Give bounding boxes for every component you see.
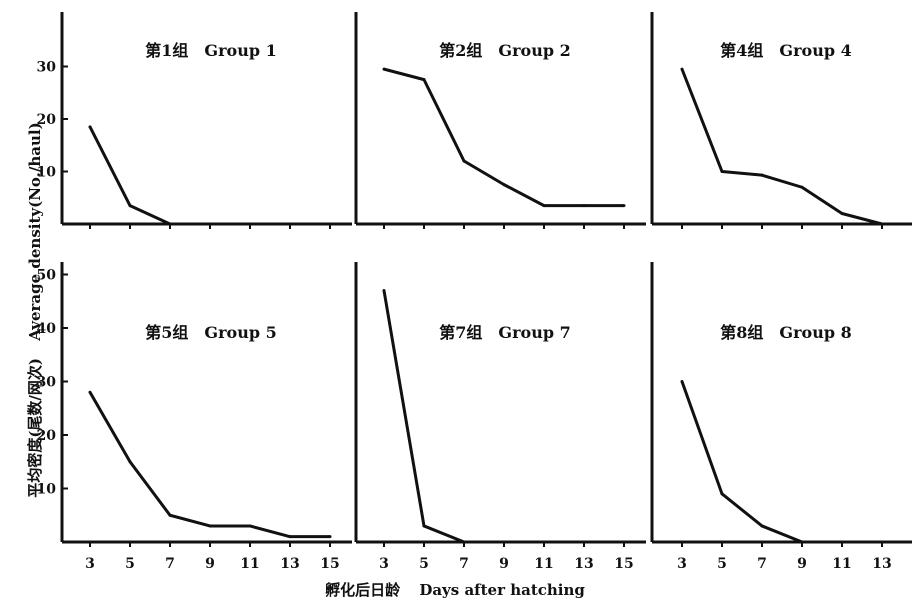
x-tick-label: 13 — [872, 556, 891, 572]
x-tick-label: 15 — [614, 556, 633, 572]
x-tick-label: 9 — [499, 556, 509, 572]
panel-title: 第7组 Group 7 — [439, 323, 570, 342]
y-tick-label: 20 — [37, 428, 57, 444]
panel-2: 第2组 Group 2 — [354, 12, 646, 229]
data-point — [128, 204, 132, 208]
panel-title: 第8组 Group 8 — [720, 323, 851, 342]
y-axis-title-cn: 平均密度(尾数/网次) — [26, 358, 44, 498]
panel-title: 第5组 Group 5 — [145, 323, 276, 342]
data-point — [382, 67, 386, 71]
x-tick-label: 7 — [757, 556, 767, 572]
x-tick-label: 7 — [459, 556, 469, 572]
x-axis-title-cn: 孵化后日龄 — [325, 581, 401, 599]
panel-title-en: Group 5 — [204, 323, 276, 342]
panel-title-cn: 第4组 — [720, 41, 763, 60]
data-point — [680, 380, 684, 383]
panel-4: 10 20 30 40 50 3 5 7 9 11 13 15 第5组 Group 5 — [37, 262, 352, 572]
panel-title-en: Group 4 — [779, 41, 851, 60]
data-point — [680, 67, 684, 71]
x-tick-label: 15 — [320, 556, 339, 572]
panel-title-cn: 第1组 — [145, 41, 188, 60]
panel-title: 第4组 Group 4 — [720, 41, 851, 60]
panels-group: 10 20 30 第1组 Group 1 第2组 Group 2 第4组 Group 4 10 20… — [37, 12, 912, 572]
panel-title-cn: 第5组 — [145, 323, 188, 342]
data-point — [760, 524, 764, 528]
data-point — [288, 535, 292, 539]
y-axis-title-en: Average density(No./haul) — [26, 122, 44, 341]
series-line — [680, 68, 883, 226]
data-point — [800, 185, 804, 189]
x-tick-label: 3 — [677, 556, 687, 572]
panel-title-cn: 第7组 — [439, 323, 482, 342]
y-axis-title: 平均密度(尾数/网次) Average density(No./haul) — [26, 122, 44, 497]
x-tick-label: 13 — [574, 556, 593, 572]
data-point — [208, 524, 212, 528]
panel-3: 第4组 Group 4 — [650, 12, 912, 229]
x-tick-label: 13 — [280, 556, 299, 572]
data-point — [800, 540, 804, 544]
x-tick-label: 11 — [832, 556, 851, 572]
y-tick-label: 40 — [37, 321, 57, 337]
x-tick-label: 11 — [534, 556, 553, 572]
data-point — [248, 524, 252, 528]
x-tick-label: 11 — [240, 556, 259, 572]
y-tick-label: 50 — [37, 268, 57, 284]
data-point — [720, 170, 724, 173]
y-tick-label: 10 — [37, 165, 57, 181]
data-point — [168, 222, 172, 226]
x-tick-label: 3 — [85, 556, 95, 572]
panel-title-en: Group 7 — [498, 323, 570, 342]
data-point — [542, 204, 546, 208]
panel-title-cn: 第8组 — [720, 323, 763, 342]
panel-title-cn: 第2组 — [439, 41, 482, 60]
x-tick-label: 9 — [797, 556, 807, 572]
data-point — [328, 535, 332, 539]
y-tick-label: 30 — [37, 375, 57, 391]
x-axis-title: 孵化后日龄 Days after hatching — [325, 581, 585, 599]
data-point — [88, 390, 92, 394]
data-point — [422, 78, 426, 82]
panel-title-en: Group 1 — [204, 41, 276, 60]
series-line — [88, 391, 330, 539]
x-axis-title-en: Days after hatching — [419, 581, 585, 599]
data-point — [880, 222, 884, 226]
data-point — [622, 204, 626, 208]
x-tick-label: 7 — [165, 556, 175, 572]
x-tick-label: 5 — [717, 556, 727, 572]
data-point — [760, 173, 764, 177]
data-point — [502, 183, 506, 187]
data-point — [840, 212, 844, 215]
data-point — [462, 540, 466, 544]
panel-5: 3 5 7 9 11 13 15 第7组 Group 7 — [354, 262, 646, 572]
series-line — [680, 380, 803, 544]
data-point — [88, 125, 92, 129]
data-point — [168, 513, 172, 517]
data-point — [720, 492, 724, 496]
panel-1: 10 20 30 第1组 Group 1 — [37, 12, 352, 229]
panel-title-en: Group 2 — [498, 41, 570, 60]
data-point — [582, 204, 586, 208]
data-point — [462, 159, 466, 163]
y-tick-label: 10 — [37, 482, 57, 498]
x-tick-label: 5 — [419, 556, 429, 572]
x-tick-label: 9 — [205, 556, 215, 572]
panel-title: 第1组 Group 1 — [145, 41, 276, 60]
x-tick-label: 3 — [379, 556, 389, 572]
y-tick-label: 30 — [37, 60, 57, 76]
data-point — [128, 460, 132, 464]
x-tick-label: 5 — [125, 556, 135, 572]
panel-title-en: Group 8 — [779, 323, 851, 342]
panel-6: 3 5 7 9 11 13 第8组 Group 8 — [650, 262, 912, 572]
series-line — [88, 126, 171, 226]
panel-title: 第2组 Group 2 — [439, 41, 570, 60]
data-point — [382, 289, 386, 293]
data-point — [422, 524, 426, 528]
y-tick-label: 20 — [37, 112, 57, 128]
